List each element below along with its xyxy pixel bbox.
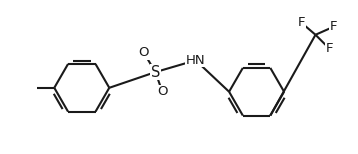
- Text: O: O: [157, 85, 168, 98]
- Text: F: F: [325, 42, 333, 55]
- Text: S: S: [151, 65, 160, 80]
- Text: F: F: [329, 20, 337, 33]
- Text: HN: HN: [186, 54, 205, 67]
- Text: O: O: [139, 46, 149, 59]
- Text: F: F: [298, 16, 305, 30]
